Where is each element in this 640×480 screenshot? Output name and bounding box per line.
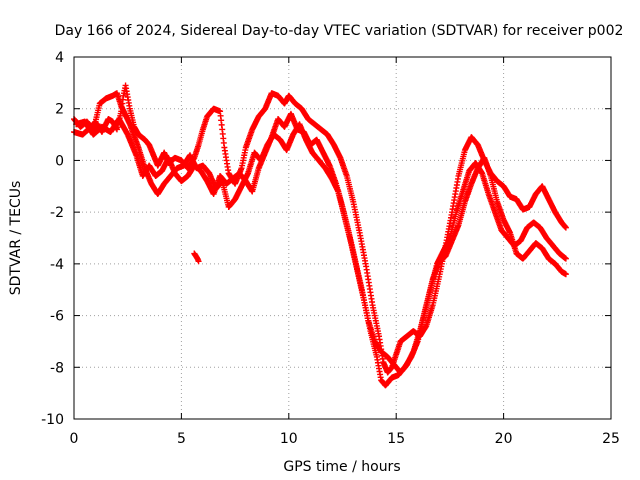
x-tick-labels: 0 5 10 15 20 25 — [70, 431, 620, 447]
y-tick-label: 0 — [55, 153, 64, 169]
x-tick-label: 5 — [177, 431, 186, 447]
x-tick-label: 25 — [602, 431, 620, 447]
x-axis-label: GPS time / hours — [283, 459, 400, 475]
y-tick-label: -8 — [50, 360, 64, 376]
data-points — [71, 82, 569, 389]
data-point — [562, 255, 569, 262]
y-axis-label: SDTVAR / TECUs — [8, 181, 24, 296]
plot-frame — [73, 56, 612, 420]
y-tick-label: 4 — [55, 50, 64, 66]
y-tick-label: -6 — [50, 309, 64, 325]
data-point — [562, 271, 569, 278]
chart-title: Day 166 of 2024, Sidereal Day-to-day VTE… — [55, 23, 624, 39]
y-tick-label: -10 — [41, 412, 64, 428]
y-tick-label: -4 — [50, 257, 64, 273]
x-tick-label: 15 — [387, 431, 405, 447]
axis-ticks — [73, 56, 612, 420]
data-point — [562, 224, 569, 231]
y-tick-labels: -10 -8 -6 -4 -2 0 2 4 — [41, 50, 64, 428]
y-tick-label: 2 — [55, 102, 64, 118]
grid-lines — [74, 57, 611, 419]
data-point — [195, 258, 202, 265]
x-tick-label: 10 — [280, 431, 298, 447]
x-tick-label: 20 — [495, 431, 513, 447]
x-tick-label: 0 — [70, 431, 79, 447]
y-tick-label: -2 — [50, 205, 64, 221]
